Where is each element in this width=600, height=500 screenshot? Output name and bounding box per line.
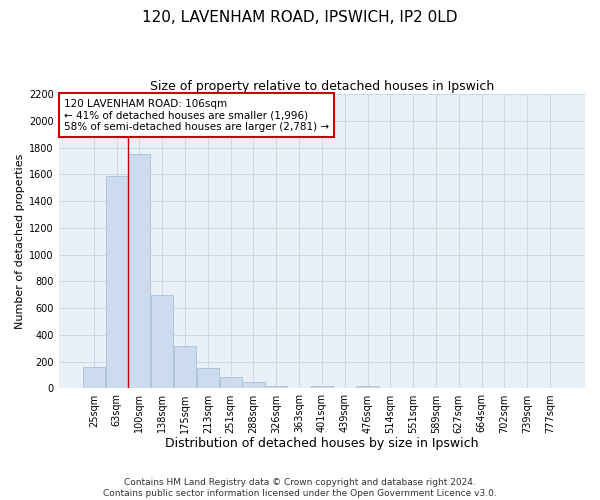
Text: 120 LAVENHAM ROAD: 106sqm
← 41% of detached houses are smaller (1,996)
58% of se: 120 LAVENHAM ROAD: 106sqm ← 41% of detac… — [64, 98, 329, 132]
Bar — [197, 368, 219, 388]
Bar — [265, 386, 287, 388]
Bar — [311, 386, 333, 388]
X-axis label: Distribution of detached houses by size in Ipswich: Distribution of detached houses by size … — [165, 437, 479, 450]
Y-axis label: Number of detached properties: Number of detached properties — [15, 154, 25, 329]
Bar — [151, 295, 173, 388]
Bar — [174, 346, 196, 389]
Text: Contains HM Land Registry data © Crown copyright and database right 2024.
Contai: Contains HM Land Registry data © Crown c… — [103, 478, 497, 498]
Bar — [220, 377, 242, 388]
Bar — [242, 382, 265, 388]
Bar — [106, 176, 128, 388]
Bar — [356, 386, 379, 388]
Title: Size of property relative to detached houses in Ipswich: Size of property relative to detached ho… — [150, 80, 494, 93]
Bar — [83, 367, 105, 388]
Text: 120, LAVENHAM ROAD, IPSWICH, IP2 0LD: 120, LAVENHAM ROAD, IPSWICH, IP2 0LD — [142, 10, 458, 25]
Bar — [128, 154, 151, 388]
